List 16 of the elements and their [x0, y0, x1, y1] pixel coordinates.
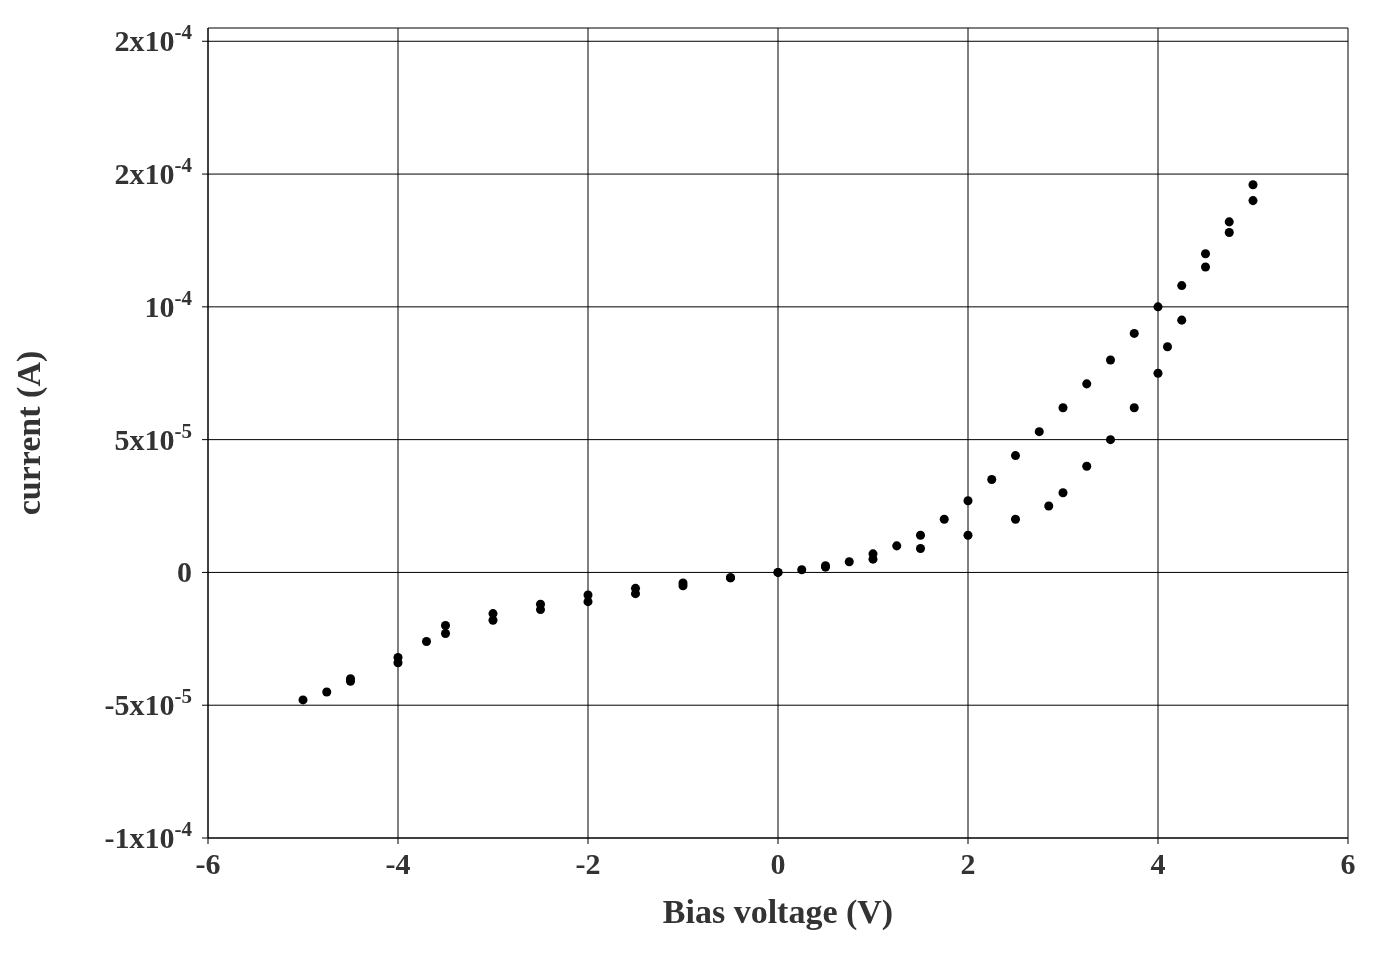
- x-tick-label: 6: [1340, 847, 1356, 880]
- x-tick-label: -4: [385, 847, 411, 880]
- x-tick-label: -2: [575, 847, 601, 880]
- x-tick-label: 2: [960, 847, 976, 880]
- y-tick-label: 10$^{-4}$: [144, 285, 193, 323]
- y-tick-label: -1x10$^{-4}$: [104, 817, 193, 854]
- y-tick-label: 5x10$^{-5}$: [114, 418, 192, 456]
- x-tick-label: 4: [1150, 847, 1166, 880]
- y-tick-label: 2x10$^{-4}$: [114, 20, 193, 58]
- y-tick-label: 2x10$^{-4}$: [114, 153, 193, 191]
- x-tick-label: -6: [195, 847, 221, 880]
- x-axis-title: Bias voltage (V): [662, 893, 894, 931]
- x-tick-label: 0: [770, 847, 786, 880]
- y-axis-title: current (A): [10, 350, 49, 516]
- y-tick-label: 0: [177, 555, 192, 589]
- y-tick-label: -5x10$^{-5}$: [104, 684, 192, 722]
